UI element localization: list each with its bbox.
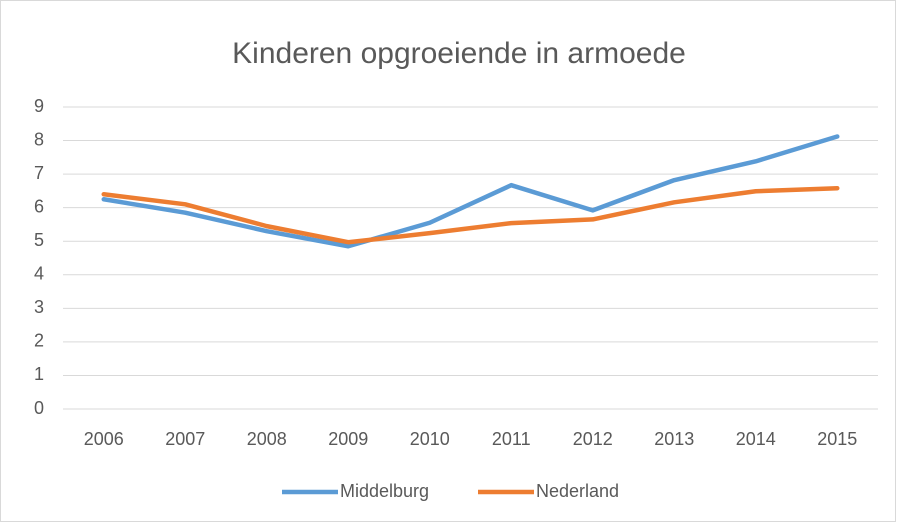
x-tick-label: 2008 [247,429,287,449]
x-tick-label: 2006 [84,429,124,449]
y-tick-label: 7 [34,163,44,183]
data-line [101,185,840,245]
x-tick-label: 2007 [165,429,205,449]
x-tick-label: 2014 [736,429,776,449]
legend-label: Nederland [536,481,619,501]
x-tick-label: 2015 [817,429,857,449]
x-tick-label: 2011 [492,429,531,449]
y-tick-label: 1 [34,364,44,384]
y-tick-label: 2 [34,331,44,351]
x-tick-label: 2009 [328,429,368,449]
legend-label: Middelburg [340,481,429,501]
data-line [101,134,840,249]
y-tick-label: 9 [34,96,44,116]
y-tick-label: 0 [34,398,44,418]
chart-title: Kinderen opgroeiende in armoede [232,37,686,70]
y-tick-label: 3 [34,297,44,317]
x-tick-label: 2013 [654,429,694,449]
y-tick-label: 6 [34,196,44,216]
y-tick-label: 8 [34,129,44,149]
y-tick-label: 4 [34,264,44,284]
x-tick-label: 2010 [410,429,450,449]
y-tick-label: 5 [34,230,44,250]
x-tick-label: 2012 [573,429,613,449]
